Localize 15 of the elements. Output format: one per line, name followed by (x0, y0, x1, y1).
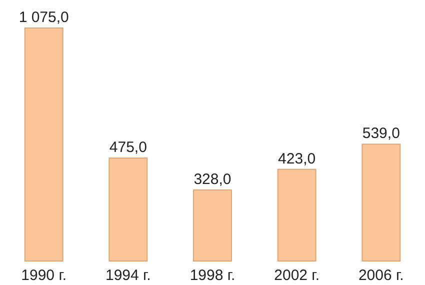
bar (277, 168, 316, 262)
data-label: 1 075,0 (18, 9, 69, 26)
data-label: 539,0 (362, 125, 400, 142)
bar (193, 189, 232, 262)
x-tick-label: 2002 г. (274, 267, 320, 284)
bar (108, 158, 148, 262)
x-tick-label: 1998 г. (190, 267, 236, 284)
data-label: 475,0 (109, 139, 147, 156)
bar (24, 28, 64, 262)
data-label: 423,0 (278, 150, 316, 168)
x-tick-label: 1990 г. (21, 267, 67, 284)
data-label: 328,0 (194, 170, 232, 188)
bar (362, 144, 401, 262)
x-tick-label: 1994 г. (105, 267, 151, 284)
x-tick-label: 2006 г. (358, 267, 404, 284)
